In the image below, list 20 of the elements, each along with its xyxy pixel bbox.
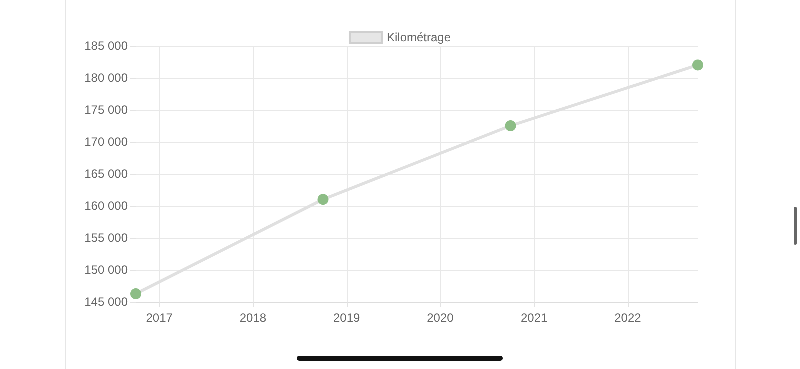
y-tick-label: 150 000 bbox=[84, 263, 128, 277]
y-tick-label: 145 000 bbox=[84, 295, 128, 309]
y-tick-label: 175 000 bbox=[84, 103, 128, 117]
y-tick-label: 170 000 bbox=[84, 135, 128, 149]
x-tick-label: 2017 bbox=[146, 311, 174, 325]
y-tick-label: 165 000 bbox=[84, 167, 128, 181]
x-tick-label: 2020 bbox=[427, 311, 454, 325]
x-tick-label: 2018 bbox=[240, 311, 267, 325]
legend-label: Kilométrage bbox=[386, 30, 452, 44]
x-tick-label: 2022 bbox=[614, 311, 642, 325]
point bbox=[692, 60, 704, 71]
x-tick-label: 2021 bbox=[521, 311, 548, 325]
point bbox=[318, 194, 329, 206]
point bbox=[505, 120, 516, 132]
point bbox=[130, 288, 142, 300]
y-tick-label: 185 000 bbox=[84, 39, 128, 53]
y-tick-label: 155 000 bbox=[84, 231, 128, 245]
y-tick-label: 180 000 bbox=[84, 71, 128, 85]
x-tick-label: 2019 bbox=[333, 311, 361, 325]
y-tick-label: 160 000 bbox=[84, 199, 128, 213]
